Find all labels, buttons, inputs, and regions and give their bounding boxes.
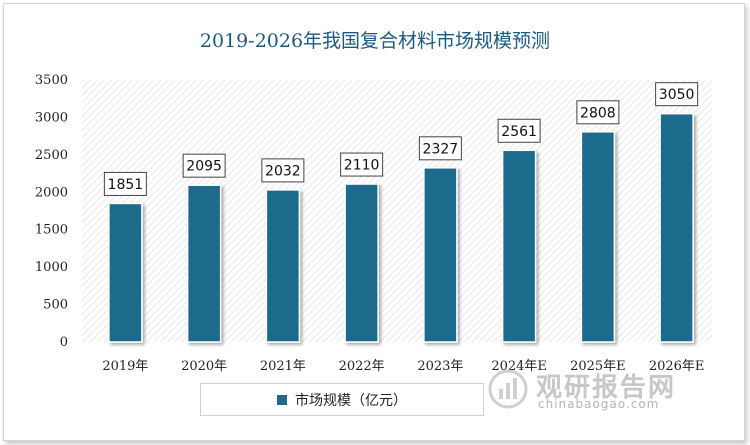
bar bbox=[659, 112, 694, 343]
legend: 市场规模（亿元） bbox=[200, 383, 484, 416]
watermark-url: chinabaogao.com bbox=[538, 397, 660, 411]
bar bbox=[265, 189, 301, 343]
chart-logo-icon bbox=[488, 369, 528, 409]
bar bbox=[501, 149, 537, 343]
legend-swatch bbox=[277, 394, 287, 405]
data-label: 2110 bbox=[344, 158, 380, 174]
y-tick-label: 1000 bbox=[35, 260, 68, 275]
x-tick-label: 2025年E bbox=[570, 359, 626, 374]
watermark-name: 观研报告网 bbox=[536, 373, 677, 403]
y-tick-label: 1500 bbox=[35, 223, 68, 238]
legend-label: 市场规模（亿元） bbox=[295, 392, 407, 409]
y-tick-label: 2500 bbox=[35, 148, 68, 163]
x-tick-label: 2022年 bbox=[339, 359, 385, 374]
x-tick-label: 2019年 bbox=[102, 359, 148, 374]
data-label-box bbox=[497, 118, 541, 143]
data-label: 2095 bbox=[186, 159, 222, 175]
data-label-box bbox=[340, 152, 384, 177]
y-tick-label: 3500 bbox=[35, 73, 68, 88]
bar bbox=[423, 167, 458, 343]
x-tick-label: 2021年 bbox=[260, 359, 306, 374]
bar bbox=[186, 184, 222, 343]
x-tick-label: 2023年 bbox=[417, 359, 463, 374]
data-label: 3050 bbox=[659, 87, 695, 103]
y-tick-label: 2000 bbox=[35, 185, 68, 200]
y-tick-label: 500 bbox=[43, 298, 68, 313]
data-label: 2032 bbox=[265, 163, 301, 179]
data-label-box bbox=[103, 171, 147, 196]
data-label: 2808 bbox=[580, 105, 616, 121]
x-tick-label: 2020年 bbox=[181, 359, 227, 374]
chart-title: 2019-2026年我国复合材料市场规模预测 bbox=[199, 30, 551, 52]
bar bbox=[344, 183, 379, 343]
bar bbox=[108, 202, 143, 343]
x-tick-label: 2026年E bbox=[649, 359, 705, 374]
data-label: 1851 bbox=[108, 177, 144, 193]
bar bbox=[580, 131, 616, 343]
data-label-box bbox=[655, 82, 699, 107]
data-label-box bbox=[261, 158, 305, 183]
data-label-box bbox=[576, 100, 620, 125]
data-label: 2561 bbox=[501, 124, 537, 140]
data-label-box bbox=[418, 136, 462, 161]
data-label: 2327 bbox=[423, 141, 459, 157]
y-tick-label: 3000 bbox=[35, 110, 68, 125]
y-tick-label: 0 bbox=[60, 335, 68, 350]
data-label-box bbox=[182, 153, 226, 178]
watermark: 观研报告网 chinabaogao.com bbox=[488, 365, 708, 415]
